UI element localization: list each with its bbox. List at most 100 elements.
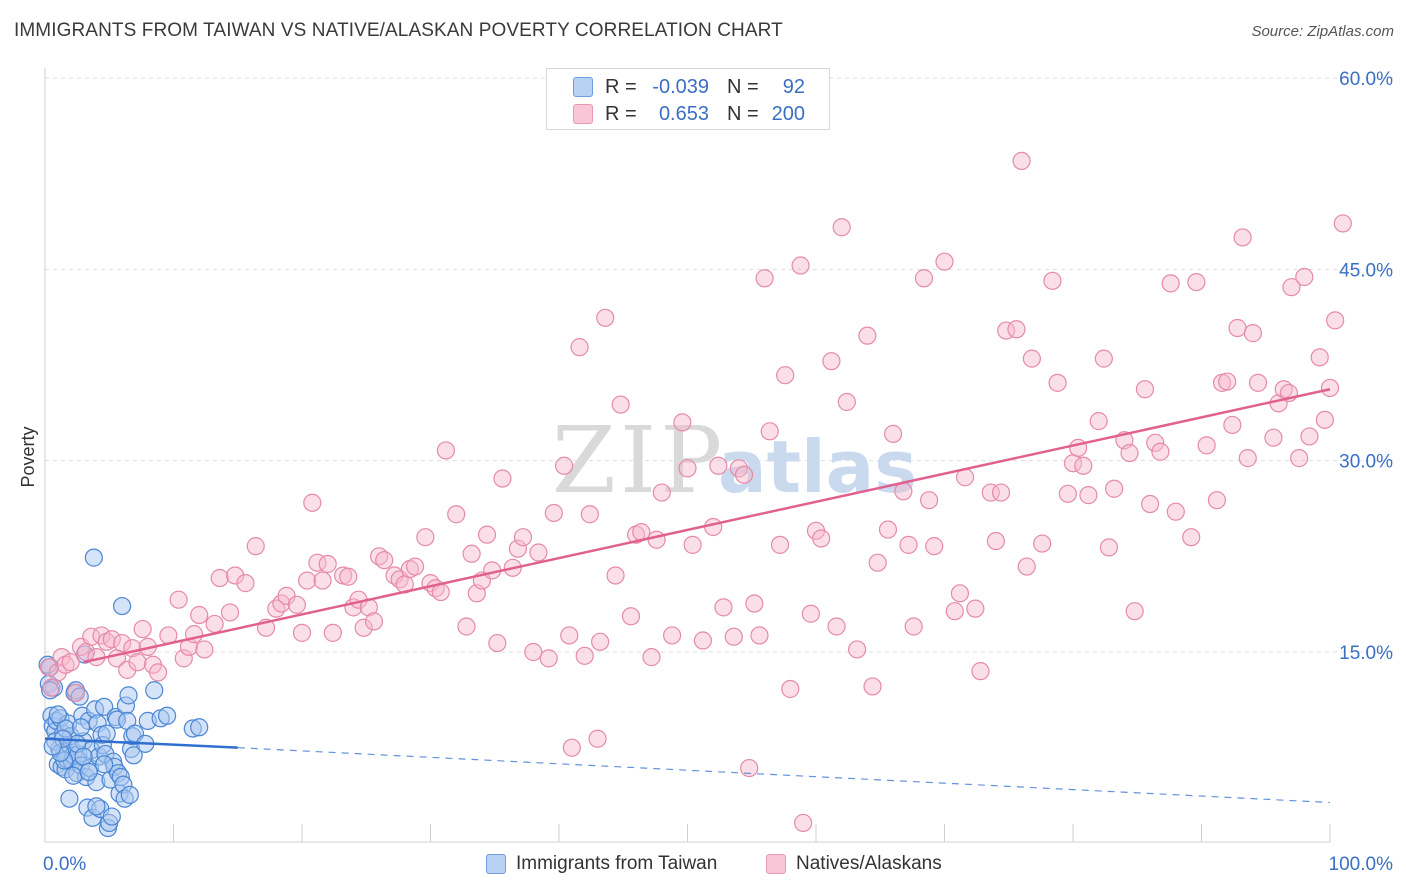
point-natives: [61, 653, 80, 672]
point-natives: [354, 618, 373, 637]
point-taiwan: [157, 706, 177, 725]
trend-line-natives: [83, 388, 1331, 664]
point-natives: [1012, 151, 1031, 171]
point-natives: [303, 493, 322, 512]
stats-swatch-pink: [573, 104, 593, 124]
point-taiwan: [64, 766, 83, 785]
stats-n-label: N =: [727, 102, 759, 125]
legend-label-natives: Natives/Alaskans: [796, 853, 942, 874]
point-natives: [313, 571, 332, 590]
point-natives: [678, 459, 697, 478]
legend-item-taiwan[interactable]: Immigrants from Taiwan: [486, 848, 717, 880]
point-natives: [493, 469, 512, 488]
point-natives: [791, 256, 810, 275]
stats-row-taiwan: R = -0.039 N = 92: [547, 73, 829, 101]
x-tick-label-max: 100.0%: [1329, 854, 1394, 875]
point-natives: [991, 483, 1011, 502]
point-natives: [112, 633, 132, 653]
legend-swatch-pink: [766, 854, 786, 874]
point-natives: [575, 646, 594, 665]
point-taiwan: [87, 797, 106, 816]
point-natives: [1333, 214, 1352, 233]
series-natives-alaskans: [39, 151, 1352, 833]
trend-line-taiwan: [44, 737, 238, 749]
point-natives: [734, 465, 754, 484]
point-natives: [1125, 602, 1144, 621]
point-natives: [436, 441, 456, 460]
y-tick-label: 45.0%: [1339, 260, 1393, 281]
point-natives: [1017, 557, 1036, 576]
point-natives: [588, 729, 607, 748]
point-natives: [904, 617, 923, 636]
point-natives: [883, 424, 903, 443]
point-natives: [1161, 274, 1180, 293]
point-natives: [858, 326, 877, 345]
point-natives: [878, 520, 898, 539]
point-natives: [919, 491, 939, 510]
point-natives: [801, 604, 820, 623]
point-natives: [683, 535, 702, 554]
point-natives: [1048, 373, 1067, 392]
point-natives: [1074, 456, 1093, 475]
point-natives: [925, 537, 944, 556]
point-natives: [822, 352, 841, 371]
point-natives: [287, 595, 306, 614]
point-taiwan: [74, 747, 93, 766]
point-taiwan: [84, 548, 103, 567]
point-natives: [781, 679, 800, 699]
point-natives: [488, 633, 507, 653]
stats-n-label: N =: [727, 75, 759, 98]
point-taiwan: [48, 705, 67, 724]
point-natives: [1218, 372, 1237, 391]
point-natives: [693, 631, 713, 650]
point-natives: [1099, 538, 1119, 557]
point-natives: [375, 551, 394, 570]
point-natives: [1151, 442, 1170, 461]
point-natives: [1022, 349, 1041, 368]
chart-title: IMMIGRANTS FROM TAIWAN VS NATIVE/ALASKAN…: [14, 20, 783, 41]
point-natives: [1282, 278, 1301, 297]
point-natives: [539, 649, 558, 668]
point-natives: [832, 218, 851, 237]
legend-swatch-blue: [486, 854, 506, 874]
point-natives: [318, 554, 337, 574]
y-tick-label: 15.0%: [1339, 643, 1393, 664]
stats-r-value-natives: 0.653: [658, 102, 709, 125]
legend-item-natives[interactable]: Natives/Alaskans: [766, 848, 942, 880]
point-natives: [236, 574, 255, 593]
stats-n-value-natives: 200: [771, 102, 805, 125]
point-natives: [1105, 479, 1124, 498]
point-natives: [914, 269, 934, 288]
x-tick-label-min: 0.0%: [43, 854, 86, 875]
point-natives: [190, 605, 209, 625]
series-immigrants-from-taiwan: [38, 548, 209, 838]
watermark-zip: ZIP: [552, 407, 726, 514]
point-natives: [1007, 320, 1026, 339]
point-natives: [1320, 378, 1340, 398]
point-natives: [462, 544, 481, 563]
point-natives: [986, 531, 1006, 551]
point-natives: [148, 663, 168, 682]
point-natives: [760, 422, 779, 441]
point-natives: [42, 678, 61, 697]
point-natives: [652, 483, 671, 502]
point-natives: [128, 653, 147, 672]
point-natives: [298, 571, 317, 590]
point-natives: [513, 528, 533, 547]
bottom-legend: Immigrants from Taiwan Natives/Alaskans: [0, 848, 1406, 880]
point-natives: [400, 559, 420, 579]
point-natives: [267, 599, 286, 618]
point-natives: [544, 503, 563, 523]
point-natives: [1166, 502, 1185, 521]
point-natives: [570, 338, 589, 357]
point-natives: [447, 505, 466, 524]
point-taiwan: [119, 686, 138, 705]
point-natives: [477, 525, 497, 544]
point-natives: [457, 617, 476, 636]
point-natives: [1207, 491, 1227, 510]
point-natives: [292, 623, 312, 642]
point-natives: [745, 594, 764, 613]
point-natives: [97, 632, 116, 651]
point-natives: [662, 626, 682, 645]
